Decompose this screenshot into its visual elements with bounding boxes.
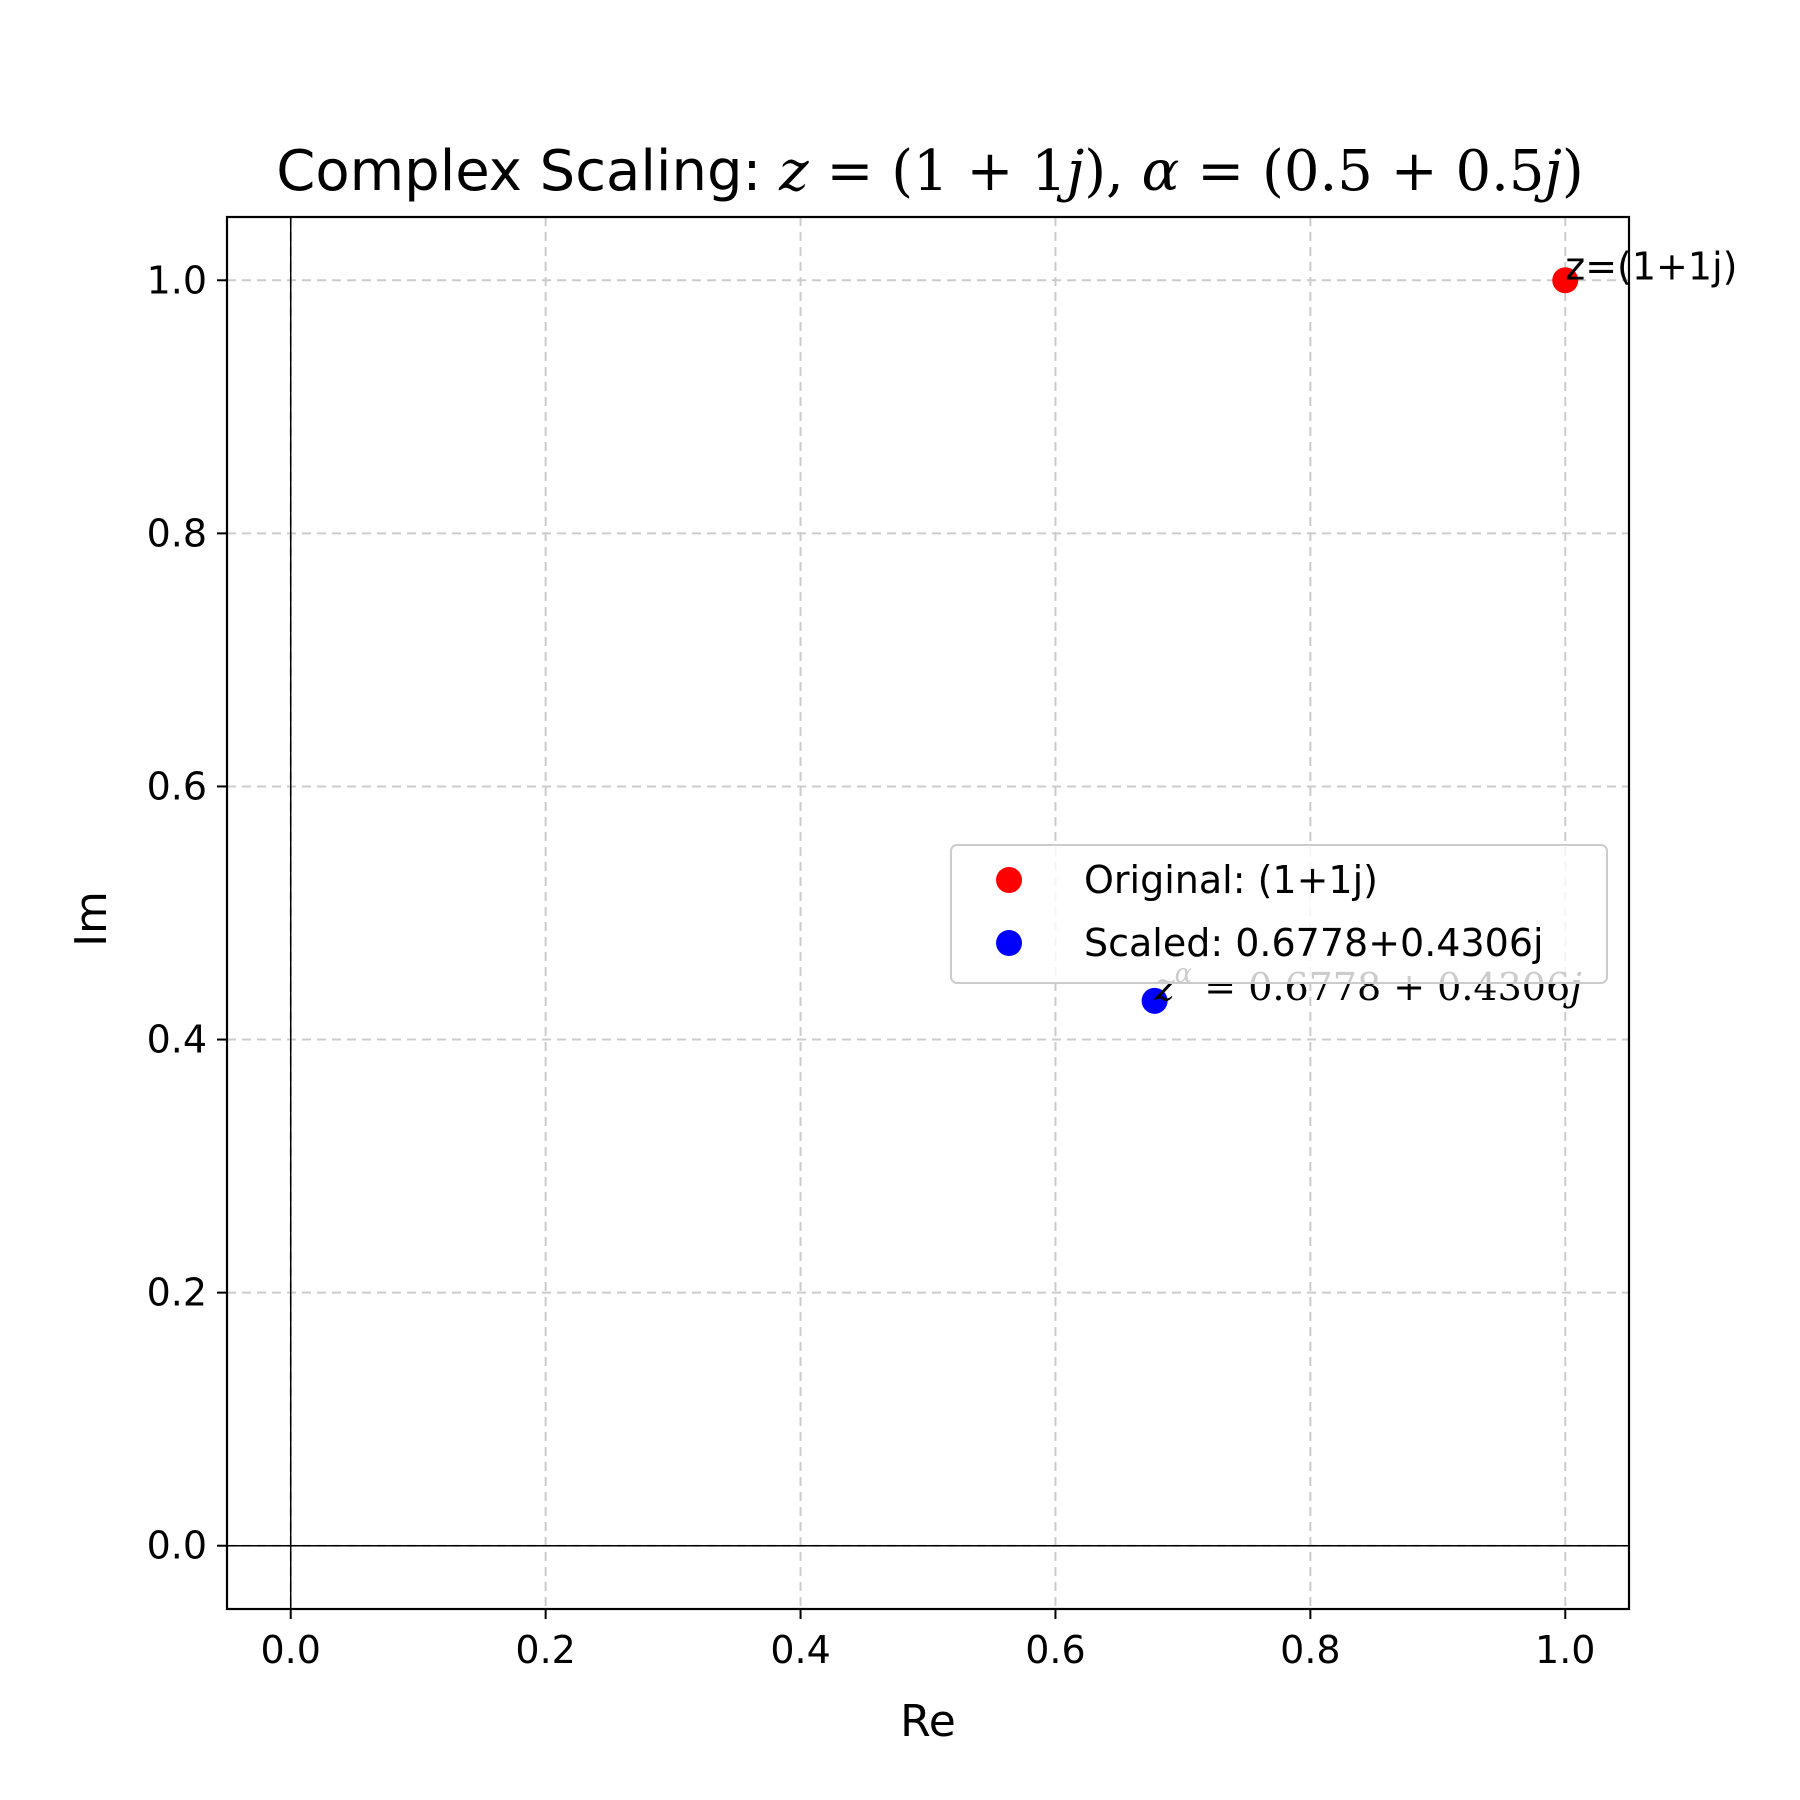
zero-axis-lines (227, 217, 1629, 1609)
title-mid: ), (1084, 139, 1141, 204)
y-axis-ticks: 0.0 0.2 0.4 0.6 0.8 1.0 (147, 258, 227, 1568)
x-axis-label: Re (900, 1696, 956, 1747)
x-tick-label: 0.4 (770, 1628, 830, 1672)
x-axis-ticks: 0.0 0.2 0.4 0.6 0.8 1.0 (261, 1609, 1595, 1672)
y-tick-label: 0.0 (147, 1524, 207, 1568)
point-scaled (1141, 987, 1168, 1014)
title-eq2: = (0.5 + 0.5 (1179, 139, 1544, 204)
x-tick-label: 0.0 (261, 1628, 321, 1672)
x-tick-label: 0.8 (1280, 1628, 1340, 1672)
legend-box (950, 844, 1608, 984)
title-eq1: = (1 + 1 (809, 139, 1067, 204)
title-alpha-symbol: α (1142, 139, 1180, 204)
x-tick-label: 0.6 (1025, 1628, 1085, 1672)
title-end: ) (1562, 139, 1584, 204)
annotation-original: z=(1+1j) (1565, 244, 1737, 288)
legend: Original: (1+1j) Scaled: 0.6778+0.4306j (950, 844, 1608, 984)
y-tick-label: 1.0 (147, 258, 207, 302)
y-tick-label: 0.2 (147, 1271, 207, 1315)
y-tick-label: 0.6 (147, 764, 207, 808)
plot-area-frame (225, 215, 1631, 1611)
title-prefix: Complex Scaling: (276, 139, 779, 204)
legend-label-original: Original: (1+1j) (1084, 858, 1378, 902)
legend-marker-original (996, 867, 1022, 893)
x-tick-label: 0.2 (515, 1628, 575, 1672)
legend-marker-scaled (996, 930, 1022, 956)
y-axis-label: Im (66, 891, 117, 947)
x-tick-label: 1.0 (1535, 1628, 1595, 1672)
legend-label-scaled: Scaled: 0.6778+0.4306j (1084, 921, 1544, 965)
point-original (1552, 267, 1579, 294)
title-z-symbol: z (778, 139, 809, 204)
data-points (1141, 267, 1579, 1014)
y-tick-label: 0.8 (147, 511, 207, 555)
chart-title: Complex Scaling: z = (1 + 1j), α = (0.5 … (276, 139, 1583, 204)
y-tick-label: 0.4 (147, 1018, 207, 1062)
